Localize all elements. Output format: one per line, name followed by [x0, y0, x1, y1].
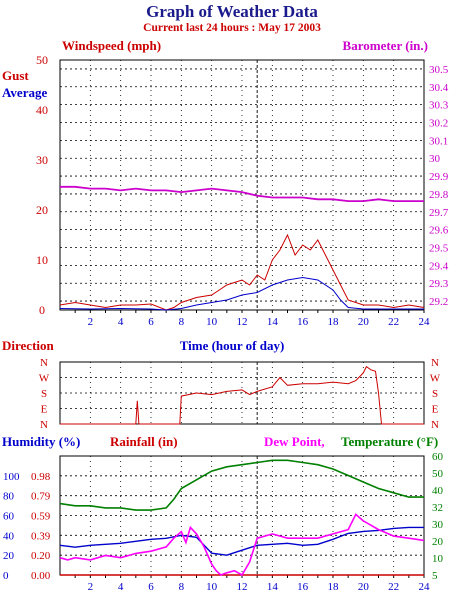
humidity-xtick-label-4: 4 [118, 581, 124, 593]
baro-ytick-29.9: 29.9 [429, 171, 449, 183]
wind-xtick-label-22: 22 [388, 316, 399, 328]
temp-ytick-6: 10 [432, 553, 444, 565]
baro-ytick-29.4: 29.4 [429, 260, 449, 272]
wind-ytick-20: 20 [36, 203, 48, 217]
barometer-axis-label: Barometer (in.) [343, 38, 428, 53]
humidity-xtick-label-18: 18 [328, 581, 340, 593]
humidity-line [59, 526, 424, 556]
dir-ytick-left-3: W [39, 373, 50, 385]
dir-ytick-right-3: W [430, 373, 441, 385]
wind-ytick-0: 0 [39, 303, 45, 317]
gust-line [59, 233, 425, 311]
temp-ytick-0: 60 [432, 451, 444, 463]
barometer-line [60, 185, 424, 203]
dir-ytick-right-4: N [431, 357, 439, 369]
wind-ytick-30: 30 [36, 153, 48, 167]
baro-ytick-29.6: 29.6 [429, 225, 449, 237]
plot-area: 2 4 6 8 10 12 14 16 18 20 22 240102030405029.229.32… [3, 53, 449, 593]
temp-ytick-5: 20 [432, 536, 444, 548]
humidity-xtick-label-16: 16 [297, 581, 309, 593]
wind-xtick-label-20: 20 [358, 316, 370, 328]
dir-ytick-right-0: N [431, 419, 439, 431]
wind-xtick-label-10: 10 [206, 316, 218, 328]
humidity-ytick-40: 40 [3, 530, 15, 542]
temperature-line [59, 459, 424, 511]
wind-ytick-40: 40 [36, 103, 48, 117]
wind-xtick-label-24: 24 [419, 316, 431, 328]
baro-ytick-29.5: 29.5 [429, 243, 449, 255]
wind-xtick-label-6: 6 [148, 316, 154, 328]
baro-ytick-29.7: 29.7 [429, 207, 449, 219]
dew-point-line [59, 513, 425, 577]
humidity-xtick-label-10: 10 [206, 581, 218, 593]
wind-xtick-label-16: 16 [297, 316, 309, 328]
wind-xtick-label-8: 8 [179, 316, 185, 328]
temp-ytick-3: 32 [432, 502, 443, 514]
baro-ytick-29.3: 29.3 [429, 278, 449, 290]
dir-ytick-right-2: S [432, 388, 438, 400]
rainfall-ytick-4: 0.79 [31, 491, 51, 503]
baro-ytick-30.3: 30.3 [429, 100, 449, 112]
humidity-xtick-label-14: 14 [267, 581, 279, 593]
baro-ytick-30: 30 [429, 153, 441, 165]
average-line [59, 276, 424, 311]
humidity-ytick-100: 100 [3, 471, 20, 483]
temp-ytick-4: 30 [432, 519, 444, 531]
temperature-axis-label: Temperature (°F) [341, 434, 438, 449]
dir-ytick-left-0: N [40, 419, 48, 431]
dir-ytick-left-2: S [41, 388, 47, 400]
windspeed-axis-label: Windspeed (mph) [62, 38, 161, 53]
humidity-xtick-label-22: 22 [388, 581, 399, 593]
temp-ytick-7: 5 [432, 570, 438, 582]
humidity-ytick-0: 0 [3, 570, 9, 582]
rainfall-ytick-0: 0.00 [31, 570, 51, 582]
direction-line [60, 365, 424, 425]
humidity-ytick-60: 60 [3, 511, 15, 523]
direction-label: Direction [2, 338, 55, 353]
wind-xtick-label-2: 2 [88, 316, 94, 328]
dir-ytick-right-1: E [432, 404, 439, 416]
dir-ytick-left-4: N [40, 357, 48, 369]
rainfall-ytick-5: 0.98 [31, 471, 51, 483]
time-axis-label: Time (hour of day) [180, 338, 285, 353]
chart-title: Graph of Weather Data [146, 2, 318, 21]
baro-ytick-30.1: 30.1 [429, 135, 448, 147]
baro-ytick-30.5: 30.5 [429, 64, 449, 76]
chart-subtitle: Current last 24 hours : May 17 2003 [143, 22, 321, 34]
humidity-xtick-label-20: 20 [358, 581, 370, 593]
dir-ytick-left-1: E [41, 404, 48, 416]
rainfall-ytick-2: 0.39 [31, 530, 51, 542]
wind-xtick-label-14: 14 [267, 316, 279, 328]
baro-ytick-29.2: 29.2 [429, 296, 448, 308]
baro-ytick-29.8: 29.8 [429, 189, 449, 201]
humidity-axis-label: Humidity (%) [2, 434, 80, 449]
rainfall-axis-label: Rainfall (in) [110, 434, 178, 449]
humidity-xtick-label-6: 6 [148, 581, 154, 593]
rainfall-ytick-3: 0.59 [31, 511, 51, 523]
wind-xtick-label-18: 18 [328, 316, 340, 328]
temp-ytick-2: 40 [432, 485, 444, 497]
wind-xtick-label-4: 4 [118, 316, 124, 328]
baro-ytick-30.2: 30.2 [429, 118, 448, 130]
dew-point-label: Dew Point, [264, 434, 325, 449]
average-legend: Average [2, 85, 47, 100]
gust-legend: Gust [2, 68, 29, 83]
wind-xtick-label-12: 12 [237, 316, 248, 328]
temp-ytick-1: 50 [432, 468, 444, 480]
humidity-xtick-label-12: 12 [237, 581, 248, 593]
humidity-xtick-label-2: 2 [88, 581, 94, 593]
humidity-ytick-20: 20 [3, 550, 15, 562]
humidity-ytick-80: 80 [3, 491, 15, 503]
humidity-xtick-label-8: 8 [179, 581, 185, 593]
wind-ytick-50: 50 [36, 53, 48, 67]
humidity-xtick-label-24: 24 [419, 581, 431, 593]
wind-ytick-10: 10 [36, 253, 48, 267]
rainfall-ytick-1: 0.20 [31, 550, 51, 562]
baro-ytick-30.4: 30.4 [429, 82, 449, 94]
